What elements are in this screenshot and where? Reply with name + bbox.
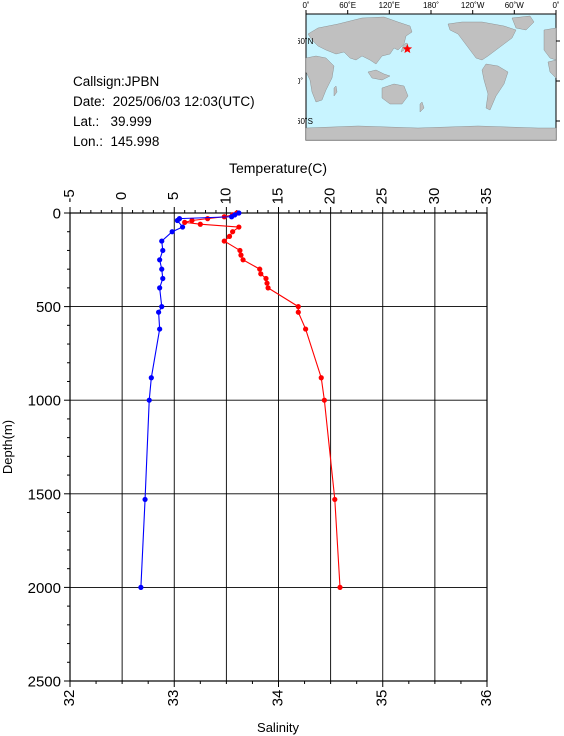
temperature-tick-label: 35 [478,188,495,205]
temperature-tick-label: 15 [269,188,286,205]
salinity-data-point [159,304,165,310]
map-lon-label: 120˚W [461,1,485,10]
map-lon-label: 0˚ [302,1,309,10]
temperature-tick-label: 20 [322,188,339,205]
temperature-data-point [295,304,301,310]
salinity-data-point [157,285,163,291]
salinity-data-point [148,375,154,381]
salinity-data-point [159,238,165,244]
salinity-axis-title: Salinity [257,720,299,735]
map-lat-label: 60˚S [298,117,313,126]
salinity-tick-label: 34 [269,690,286,707]
salinity-data-point [179,224,186,230]
profile-series [138,210,343,590]
callsign-text: Callsign:JPBN [73,74,160,89]
map-right-ticks [556,40,560,122]
station-star-icon [402,44,413,54]
salinity-tick-label: 33 [165,690,182,707]
temperature-axis-title: Temperature(C) [229,160,327,176]
salinity-axis: 32 33 34 35 36 [61,681,495,706]
profile-chart: -5 0 5 10 15 20 25 30 35 32 33 34 35 36 050010001500… [0,160,495,735]
salinity-tick-label: 36 [478,690,495,707]
station-info: Callsign:JPBN Date: 2025/06/03 12:03(UTC… [73,72,255,152]
latitude-text: Lat.: 39.999 [73,114,152,129]
salinity-data-point [159,266,165,272]
depth-axis-title: Depth(m) [0,420,15,474]
map-landmasses [305,15,557,141]
temperature-axis: -5 0 5 10 15 20 25 30 35 [61,188,495,213]
temperature-data-point [332,496,338,503]
depth-tick-label: 1000 [28,393,61,410]
temperature-data-point [263,275,269,282]
depth-tick-label: 500 [36,299,61,316]
map-lon-label: 60˚W [505,1,525,10]
temperature-data-point [182,219,188,225]
salinity-data-point [174,217,180,224]
temperature-data-point [258,271,264,277]
temperature-data-point [237,247,243,254]
salinity-data-point [146,397,152,403]
salinity-data-point [236,210,242,216]
station-marker-icon [402,44,413,54]
temperature-data-point [205,216,211,222]
map-lat-label: 60˚N [298,37,314,46]
salinity-data-point [142,496,148,503]
longitude-text: Lon.: 145.998 [73,134,160,149]
salinity-data-point [138,584,144,590]
salinity-data-point [160,247,166,254]
salinity-data-point [157,257,163,263]
salinity-tick-label: 32 [61,690,78,707]
temperature-tick-label: 5 [165,192,182,200]
depth-tick-label: 2500 [28,674,61,691]
salinity-data-point [160,275,166,282]
salinity-data-point [169,229,175,235]
temperature-data-point [257,266,263,272]
temperature-data-point [240,257,246,263]
temperature-data-point [230,229,236,235]
depth-tick-label: 1500 [28,486,61,503]
temperature-data-point [265,285,271,291]
map-lat-label: 0˚ [298,77,303,86]
temperature-data-point [321,397,327,403]
salinity-data-point [156,309,162,315]
depth-tick-label: 0 [53,206,61,223]
temperature-data-point [295,309,301,315]
temperature-data-point [189,217,195,224]
temperature-tick-label: 0 [113,192,130,200]
salinity-tick-label: 35 [374,690,391,707]
temperature-tick-label: -5 [61,189,78,202]
depth-tick-label: 2000 [28,580,61,597]
salinity-data-point [157,326,163,332]
map-top-ticks [305,10,557,14]
map-lon-label: 180˚ [423,1,439,10]
temperature-data-point [318,375,324,381]
map-lon-label: 0˚ [552,1,559,10]
temperature-data-point [337,584,343,590]
map-lon-label: 60˚E [339,1,356,10]
temperature-data-point [264,280,270,286]
salinity-data-point [228,214,235,220]
map-lon-label: 120˚E [379,1,400,10]
temperature-tick-label: 10 [217,188,234,205]
location-map: 0˚ 60˚E 120˚E 180˚ 120˚W 60˚W 0˚ 60˚N 0˚… [298,1,560,141]
date-text: Date: 2025/06/03 12:03(UTC) [73,94,255,109]
depth-axis: 0 500 1000 1500 2000 2500 [28,206,70,691]
temperature-data-point [303,326,309,332]
temperature-data-point [236,224,242,230]
temperature-data-point [197,221,203,227]
temperature-data-point [226,233,233,239]
temperature-tick-label: 25 [374,188,391,205]
temperature-data-point [221,238,227,244]
temperature-tick-label: 30 [426,188,443,205]
chart-grid [69,212,488,682]
temperature-data-point [238,252,244,258]
